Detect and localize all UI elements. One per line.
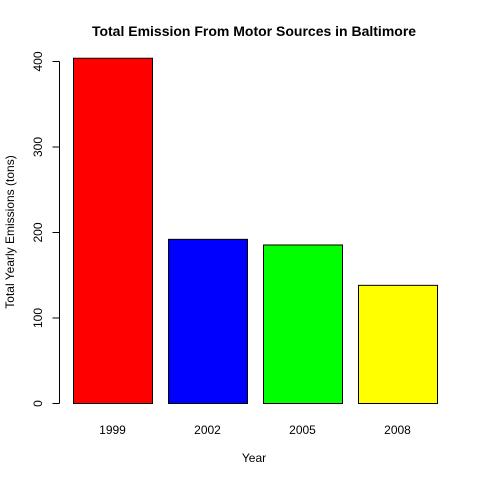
- x-tick-label: 2008: [384, 423, 411, 437]
- x-tick-label: 2005: [289, 423, 316, 437]
- bars-group: [73, 57, 438, 404]
- y-axis-label: Total Yearly Emissions (tons): [3, 155, 17, 308]
- bar-2005: [263, 244, 343, 404]
- x-tick-label: 1999: [99, 423, 126, 437]
- x-axis-label: Year: [242, 451, 266, 465]
- y-tick-label: 200: [31, 222, 45, 242]
- y-tick-label: 400: [31, 51, 45, 71]
- y-tick-label: 0: [31, 400, 45, 407]
- chart-title: Total Emission From Motor Sources in Bal…: [92, 23, 416, 39]
- y-tick-label: 100: [31, 308, 45, 328]
- y-axis: 0 100 200 300 400: [31, 51, 60, 407]
- bar-2008: [358, 284, 438, 404]
- bar-1999: [73, 57, 153, 404]
- x-tick-labels: 1999 2002 2005 2008: [99, 423, 411, 437]
- bar-2002: [168, 238, 248, 404]
- y-tick-label: 300: [31, 137, 45, 157]
- x-tick-label: 2002: [194, 423, 221, 437]
